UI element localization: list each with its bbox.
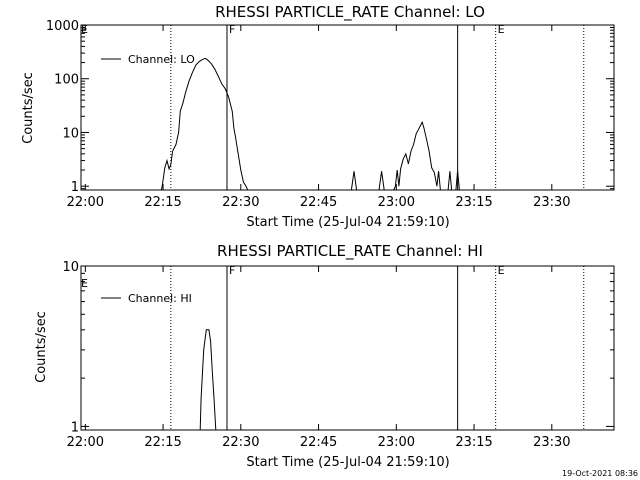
x-tick-label: 22:00 — [67, 435, 104, 450]
x-tick-label: 23:15 — [455, 435, 492, 450]
plot-series — [160, 57, 460, 191]
series-line — [455, 171, 460, 191]
x-tick-label: 22:45 — [300, 435, 337, 450]
panel-lo: RHESSI PARTICLE_RATE Channel: LO Counts/… — [21, 3, 615, 230]
y-tick-label: 100 — [54, 73, 79, 88]
legend: Channel: LO — [101, 53, 195, 66]
y-axis-label: Counts/sec — [34, 311, 49, 383]
marker-label: E — [498, 264, 505, 277]
series-line — [393, 120, 441, 191]
chart-title: RHESSI PARTICLE_RATE Channel: HI — [217, 242, 483, 261]
x-tick-label: 22:15 — [144, 435, 181, 450]
plot-frame — [80, 265, 615, 431]
x-axis-label: Start Time (25-Jul-04 21:59:10) — [246, 455, 449, 470]
plot-series — [199, 329, 217, 431]
y-tick-label: 1 — [71, 180, 79, 195]
x-tick-label: 22:15 — [144, 195, 181, 210]
marker-label: E — [498, 23, 505, 36]
y-tick-label: 1000 — [46, 19, 79, 34]
x-ticks: 22:00 22:15 22:30 22:45 23:00 23:15 23:30 — [67, 25, 571, 210]
legend: Channel: HI — [101, 292, 192, 305]
x-tick-label: 22:00 — [67, 195, 104, 210]
marker-label: F — [229, 23, 235, 36]
timestamp-stamp: 19-Oct-2021 08:36 — [562, 469, 638, 478]
corner-mark: E — [81, 277, 88, 290]
series-line — [350, 171, 358, 191]
marker-label: F — [229, 264, 235, 277]
series-line — [378, 171, 385, 191]
x-tick-label: 23:15 — [455, 195, 492, 210]
y-ticks: 1 10 100 1000 — [46, 19, 614, 195]
plot-frame — [80, 24, 615, 191]
x-tick-label: 22:30 — [222, 435, 259, 450]
y-tick-label: 10 — [62, 126, 79, 141]
y-ticks: 1 10 — [62, 260, 614, 435]
panel-hi: RHESSI PARTICLE_RATE Channel: HI Counts/… — [34, 242, 615, 470]
y-tick-label: 10 — [62, 260, 79, 275]
y-tick-label: 1 — [71, 420, 79, 435]
y-axis-label: Counts/sec — [21, 72, 36, 144]
series-line — [447, 171, 453, 191]
x-tick-label: 23:30 — [533, 195, 570, 210]
corner-mark: E — [81, 23, 88, 36]
series-line — [160, 57, 249, 191]
x-tick-label: 22:30 — [222, 195, 259, 210]
x-axis-label: Start Time (25-Jul-04 21:59:10) — [246, 215, 449, 230]
x-tick-label: 23:00 — [378, 195, 415, 210]
series-line — [199, 329, 217, 431]
x-tick-label: 23:30 — [533, 435, 570, 450]
legend-label: Channel: HI — [128, 292, 192, 305]
x-ticks: 22:00 22:15 22:30 22:45 23:00 23:15 23:30 — [67, 266, 571, 450]
x-tick-label: 22:45 — [300, 195, 337, 210]
chart-title: RHESSI PARTICLE_RATE Channel: LO — [215, 3, 485, 22]
legend-label: Channel: LO — [128, 53, 195, 66]
x-tick-label: 23:00 — [378, 435, 415, 450]
